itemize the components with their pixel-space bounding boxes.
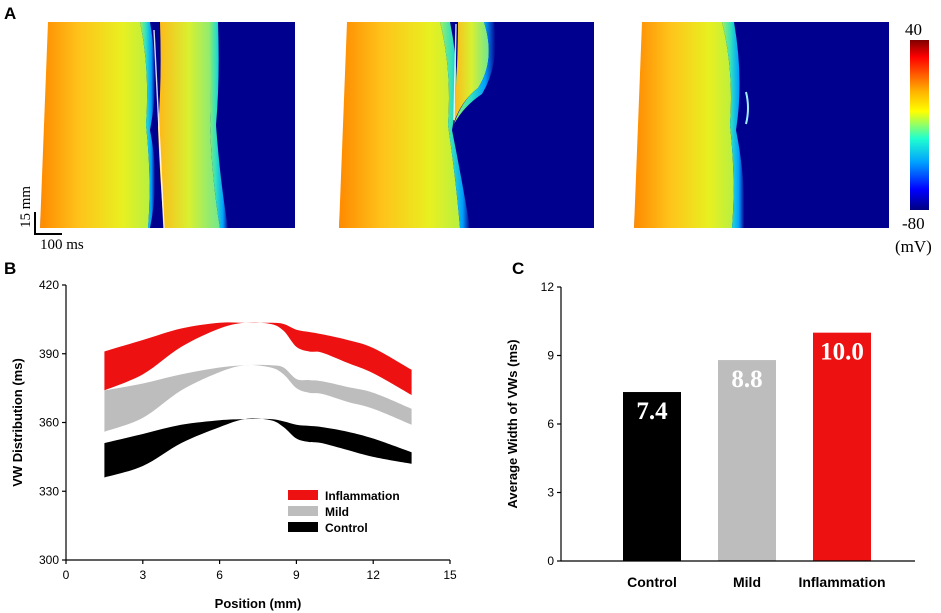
bar-inflammation	[813, 332, 871, 561]
b-ytick-label: 300	[39, 553, 59, 567]
average-width-chart: 7.4 Control 8.8 Mild 10.0 Inflammation 0 3 6 9 12 A…	[505, 280, 915, 590]
category-label-inflammation: Inflammation	[798, 574, 885, 590]
b-xtick-label: 3	[139, 568, 146, 582]
b-x-axis-title: Position (mm)	[215, 596, 302, 611]
bar-control	[623, 392, 681, 561]
b-y-axis-title: VW Distribution (ms)	[10, 358, 25, 487]
bar-value-label-mild: 8.8	[731, 366, 762, 393]
c-y-axis-title: Average Width of VWs (ms)	[505, 339, 520, 508]
b-xtick-label: 9	[293, 568, 300, 582]
b-ytick-label: 360	[39, 416, 59, 430]
mild-map	[339, 22, 594, 228]
legend-swatch-control	[288, 522, 318, 532]
panel-a-label: A	[4, 4, 16, 23]
panel-b-label: B	[4, 259, 16, 278]
band-mild	[104, 364, 412, 432]
legend-label-inflammation: Inflammation	[325, 489, 400, 503]
legend-swatch-inflammation	[288, 490, 318, 500]
b-xtick-label: 0	[63, 568, 70, 582]
legend-swatch-mild	[288, 506, 318, 516]
scale-bar: 15 mm 100 ms	[18, 186, 84, 253]
c-ytick-label: 12	[541, 280, 555, 294]
legend-label-control: Control	[325, 521, 368, 535]
scale-vertical-label: 15 mm	[18, 186, 34, 228]
panel-c-label: C	[512, 259, 524, 278]
bar-mild	[718, 360, 776, 561]
legend-label-mild: Mild	[325, 505, 349, 519]
colorbar-max-label: 40	[905, 20, 922, 39]
bar-value-label-control: 7.4	[636, 398, 668, 425]
colorbar-unit-label: (mV)	[895, 237, 932, 256]
b-ytick-label: 420	[39, 278, 59, 292]
b-ytick-label: 330	[39, 484, 59, 498]
b-xtick-label: 12	[367, 568, 381, 582]
band-control	[104, 418, 412, 478]
c-ytick-label: 9	[547, 349, 554, 363]
b-xtick-label: 15	[443, 568, 457, 582]
b-ytick-label: 390	[39, 347, 59, 361]
category-label-mild: Mild	[733, 574, 761, 590]
inflammation-map	[634, 22, 889, 228]
c-ytick-label: 6	[547, 417, 554, 431]
category-label-control: Control	[627, 574, 677, 590]
colorbar: 40 -80 (mV)	[895, 20, 932, 256]
bar-value-label-inflammation: 10.0	[820, 339, 864, 366]
band-inflammation	[104, 322, 412, 395]
scale-horizontal-label: 100 ms	[40, 237, 84, 253]
colorbar-min-label: -80	[902, 214, 925, 233]
vw-distribution-chart: 300 330 360 390 420 0 3 6 9 12 15 Position (mm) VW D…	[10, 278, 457, 611]
c-ytick-label: 3	[547, 486, 554, 500]
control-map	[40, 22, 295, 229]
b-xtick-label: 6	[216, 568, 223, 582]
c-ytick-label: 0	[547, 554, 554, 568]
